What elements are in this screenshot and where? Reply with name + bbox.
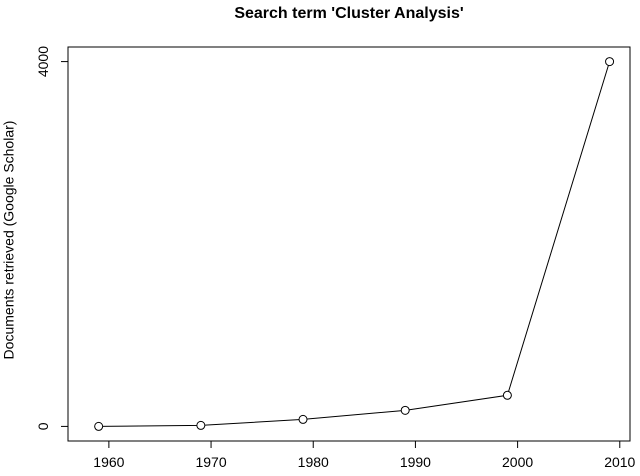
x-tick-label: 2010	[604, 454, 635, 470]
x-tick-label: 1990	[400, 454, 431, 470]
point	[298, 414, 308, 424]
point	[502, 390, 512, 400]
plot-box	[67, 46, 631, 442]
x-tick-label: 2000	[502, 454, 533, 470]
chart-title: Search term 'Cluster Analysis'	[234, 5, 463, 22]
x-tick-label: 1970	[195, 454, 226, 470]
x-tick-label: 1960	[93, 454, 124, 470]
y-tick-label: 4000	[35, 46, 51, 77]
point	[94, 421, 104, 431]
point	[605, 57, 615, 67]
y-axis-label: Documents retrieved (Google Scholar)	[1, 121, 17, 360]
line	[98, 61, 611, 427]
y-tick-label: 0	[35, 422, 51, 430]
x-tick-label: 1980	[298, 454, 329, 470]
point	[196, 420, 206, 430]
point	[400, 405, 410, 415]
